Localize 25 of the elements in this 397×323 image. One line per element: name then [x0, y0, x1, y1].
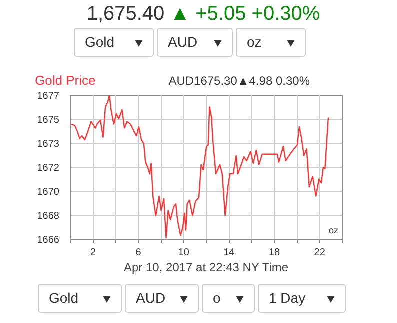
x-tick-label: 22	[314, 248, 326, 258]
y-tick-label: 1673	[37, 139, 60, 150]
y-tick-label: 1670	[37, 186, 60, 198]
text: Gold	[74, 28, 154, 57]
chart-title: Gold Price	[35, 72, 96, 90]
y-tick-label: 1675	[37, 114, 60, 126]
x-tick-label: 18	[268, 248, 280, 258]
x-tick-label: 10	[178, 248, 190, 258]
text: AUD	[125, 284, 199, 313]
text: o	[202, 284, 255, 313]
y-tick-label: 1666	[37, 235, 60, 246]
text: AUD	[157, 28, 233, 57]
x-tick-label: 14	[224, 248, 236, 258]
y-tick-label: 1672	[37, 163, 60, 174]
annotation: oz	[328, 226, 339, 236]
text: 1,675.40 ▲ +5.05 +0.30%	[86, 2, 322, 27]
y-tick-label: 1668	[37, 211, 60, 222]
text: oz	[236, 28, 306, 57]
y-tick-label: 1677	[37, 91, 60, 102]
text: 1 Day	[258, 284, 346, 313]
x-tick-label: 2	[90, 248, 96, 258]
x-axis-title: Apr 10, 2017 at 22:43 NY Time	[124, 260, 289, 274]
text: Gold	[38, 284, 122, 313]
chart-subtitle: AUD1675.30▲4.98 0.30%	[168, 73, 310, 90]
x-tick-label: 6	[136, 248, 142, 258]
